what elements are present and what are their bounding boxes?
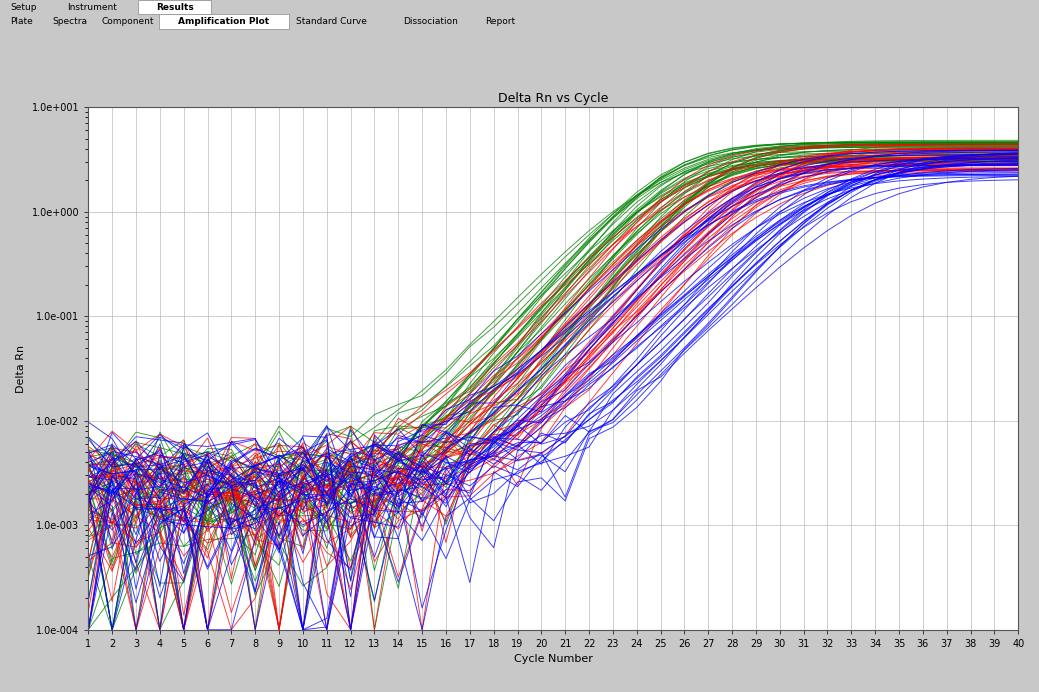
Text: Dissociation: Dissociation	[403, 17, 458, 26]
Title: Delta Rn vs Cycle: Delta Rn vs Cycle	[498, 92, 609, 104]
Y-axis label: Delta Rn: Delta Rn	[17, 345, 26, 392]
FancyBboxPatch shape	[159, 14, 289, 29]
Text: Report: Report	[485, 17, 515, 26]
Text: Spectra: Spectra	[52, 17, 87, 26]
Text: Instrument: Instrument	[68, 3, 117, 12]
Text: Setup: Setup	[10, 3, 37, 12]
FancyBboxPatch shape	[138, 0, 211, 14]
Text: Plate: Plate	[10, 17, 33, 26]
Text: Standard Curve: Standard Curve	[296, 17, 367, 26]
Text: Component: Component	[102, 17, 155, 26]
X-axis label: Cycle Number: Cycle Number	[514, 655, 592, 664]
Text: Amplification Plot: Amplification Plot	[179, 17, 269, 26]
Text: Results: Results	[156, 3, 193, 12]
